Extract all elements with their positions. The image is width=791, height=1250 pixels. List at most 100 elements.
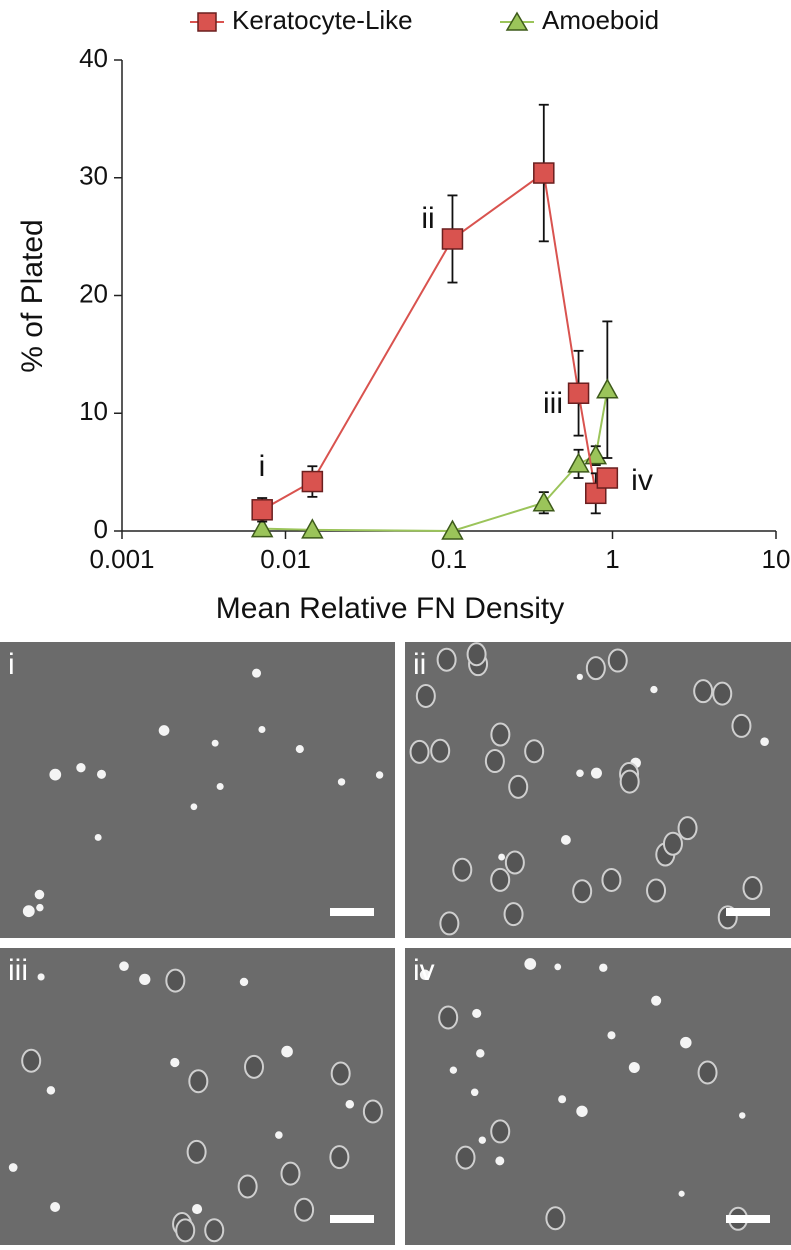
spread-cell — [524, 739, 545, 764]
bright-cell — [590, 767, 602, 779]
spread-cell — [438, 1005, 459, 1030]
spread-cell — [619, 769, 640, 794]
panel-label: ii — [413, 648, 426, 681]
spread-cell — [280, 1161, 301, 1186]
bright-cell — [275, 1131, 283, 1139]
bright-cell — [46, 1086, 56, 1095]
bright-cell — [192, 1204, 203, 1215]
panel-label: i — [8, 648, 15, 681]
bright-cell — [337, 778, 346, 786]
bright-cell — [576, 1105, 588, 1117]
data-point — [533, 162, 555, 184]
spread-cell — [452, 857, 473, 882]
bright-cell — [738, 1112, 746, 1119]
bright-cell — [554, 963, 562, 971]
bright-cell — [94, 833, 102, 841]
bright-cell — [678, 1190, 685, 1197]
series-line — [261, 171, 609, 511]
x-tick-label: 10 — [762, 544, 791, 574]
spread-cell — [504, 850, 525, 875]
bright-cell — [170, 1057, 180, 1068]
bright-cell — [345, 1100, 355, 1109]
bright-cell — [472, 1008, 482, 1019]
bright-cell — [190, 803, 198, 811]
spread-cell — [188, 1069, 209, 1094]
spread-cell — [455, 1145, 476, 1170]
bright-cell — [36, 903, 44, 912]
spread-cell — [430, 738, 451, 763]
x-tick-label: 0.001 — [89, 544, 154, 574]
spread-cell — [742, 876, 763, 901]
y-tick-label: 20 — [79, 278, 108, 308]
x-tick-label: 0.01 — [260, 544, 311, 574]
bright-cell — [478, 1136, 487, 1144]
micrograph-bg — [0, 642, 395, 938]
spread-cell — [244, 1054, 265, 1079]
data-point — [301, 470, 324, 493]
bright-cell — [50, 1202, 61, 1213]
spread-cell — [436, 647, 457, 672]
bright-cell — [158, 725, 170, 736]
spread-cell — [294, 1197, 315, 1222]
panel-label: iv — [413, 954, 435, 987]
bright-cell — [96, 769, 107, 779]
bright-cell — [22, 905, 35, 918]
y-tick-label: 40 — [79, 43, 108, 73]
bright-cell — [34, 889, 45, 900]
scale-bar — [726, 1215, 770, 1223]
bright-cell — [560, 834, 571, 845]
y-tick-label: 30 — [79, 161, 108, 191]
spread-cell — [585, 656, 606, 681]
bright-cell — [239, 977, 249, 987]
bright-cell — [211, 739, 219, 747]
bright-cell — [607, 1031, 616, 1040]
bright-cell — [576, 769, 584, 778]
micrograph-bg — [405, 642, 791, 938]
spread-cell — [330, 1061, 351, 1086]
bright-cell — [524, 958, 537, 970]
bright-cell — [651, 995, 662, 1006]
y-tick-label: 0 — [94, 514, 108, 544]
bright-cell — [495, 1156, 505, 1166]
scale-bar — [726, 908, 770, 916]
bright-cell — [650, 685, 658, 694]
annotation: i — [259, 450, 266, 483]
spread-cell — [490, 1119, 511, 1144]
bright-cell — [281, 1045, 293, 1058]
micrograph: iii — [0, 948, 395, 1245]
data-point — [250, 517, 274, 538]
data-point — [567, 382, 590, 404]
spread-cell — [329, 1145, 350, 1170]
spread-cell — [712, 681, 733, 706]
scale-bar — [330, 908, 374, 916]
spread-cell — [165, 968, 186, 993]
data-point — [441, 519, 464, 540]
spread-cell — [607, 648, 628, 673]
legend-label: Amoeboid — [542, 5, 659, 35]
bright-cell — [375, 771, 384, 779]
data-point — [251, 499, 273, 521]
spread-cell — [175, 1218, 196, 1243]
bright-cell — [680, 1036, 692, 1049]
bright-cell — [8, 1163, 18, 1172]
legend-marker — [197, 12, 217, 32]
bright-cell — [295, 745, 304, 754]
spread-cell — [439, 911, 460, 936]
panel-label: iii — [8, 954, 28, 987]
scale-bar — [330, 1215, 374, 1223]
bright-cell — [76, 763, 86, 773]
micrograph: ii — [405, 642, 791, 938]
legend-marker — [505, 11, 529, 31]
micrograph-bg — [0, 948, 395, 1245]
bright-cell — [449, 1066, 458, 1074]
bright-cell — [139, 973, 151, 986]
spread-cell — [466, 642, 487, 667]
spread-cell — [415, 684, 436, 709]
spread-cell — [362, 1099, 383, 1124]
spread-cell — [572, 879, 593, 904]
bright-cell — [576, 673, 583, 681]
bright-cell — [498, 853, 506, 861]
bright-cell — [216, 782, 224, 791]
